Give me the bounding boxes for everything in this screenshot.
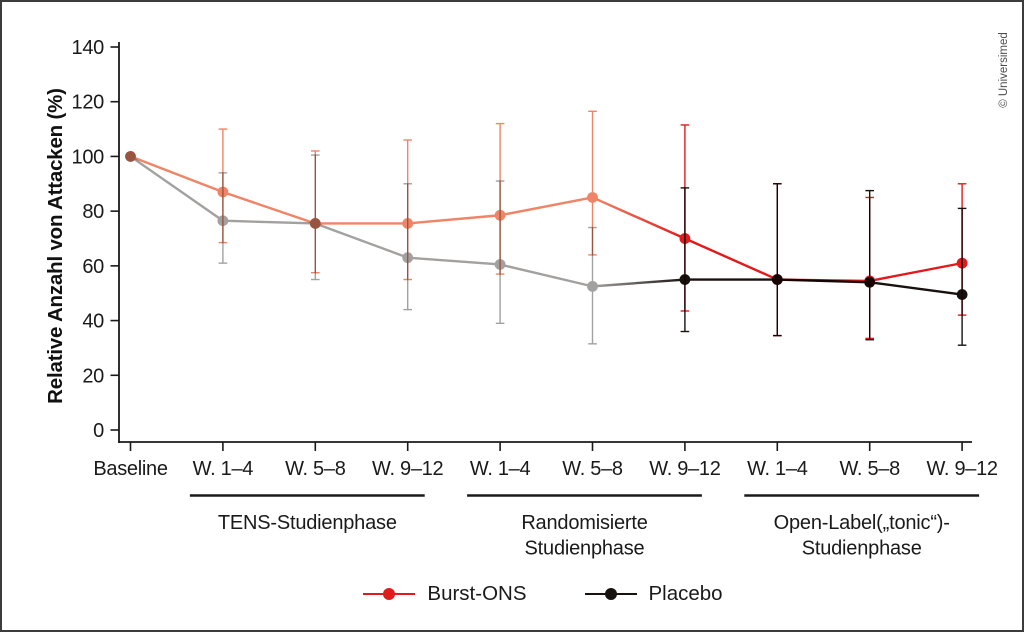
y-tick-label: 140 [72, 37, 105, 59]
phase-label: TENS-Studienphase [218, 512, 397, 534]
series-line-segment [498, 263, 594, 288]
phase-label: Open-Label(„tonic“)- [774, 512, 950, 534]
y-tick-label: 60 [82, 256, 104, 278]
legend-label: Burst-ONS [427, 582, 527, 605]
series-burst-ons [125, 110, 968, 340]
series-line-segment [129, 155, 225, 222]
y-tick-label: 120 [72, 92, 105, 114]
x-category-label: W. 1–4 [470, 458, 531, 480]
data-point [679, 233, 691, 244]
data-point [587, 192, 598, 203]
copyright-watermark: © Universimed [998, 32, 1010, 108]
data-point [309, 218, 321, 229]
series-line-segment [406, 256, 502, 266]
series-line-segment [406, 214, 502, 225]
data-point [587, 280, 598, 292]
data-point [402, 218, 414, 229]
series-line-segment [683, 237, 779, 281]
x-category-label: W. 5–8 [839, 458, 900, 480]
series-line-segment [221, 190, 317, 225]
data-point [771, 274, 783, 285]
x-category-label: W. 9–12 [372, 458, 443, 480]
series-line-segment [221, 219, 317, 225]
data-point [956, 257, 968, 269]
legend-line-burst-ons-icon [363, 588, 416, 600]
series-line-segment [868, 261, 964, 283]
data-point [217, 186, 229, 198]
data-point [864, 275, 876, 287]
phase-label: Randomisierte [521, 512, 647, 534]
y-tick-label: 0 [93, 420, 104, 442]
y-axis-title: Relative Anzahl von Attacken (%) [44, 88, 67, 404]
data-point [125, 151, 136, 162]
series-line-segment [591, 196, 687, 240]
series-line-segment [776, 278, 871, 283]
legend-item-placebo: Placebo [584, 582, 723, 606]
series-line-segment [591, 278, 687, 288]
legend-label: Placebo [648, 582, 723, 605]
series-line-segment [129, 155, 225, 194]
x-category-label: W. 9–12 [649, 458, 720, 480]
y-tick-label: 20 [82, 365, 104, 387]
series-line-segment [498, 196, 594, 217]
y-tick-label: 80 [82, 201, 104, 223]
x-category-label: W. 1–4 [747, 458, 808, 480]
phase-label: Studienphase [525, 538, 645, 560]
data-point [494, 209, 506, 221]
series-line-segment [314, 222, 409, 259]
x-category-label: W. 1–4 [193, 458, 254, 480]
x-category-label: W. 9–12 [926, 458, 997, 480]
y-tick-label: 100 [72, 146, 105, 168]
legend-line-placebo-icon [584, 588, 637, 600]
series-line-segment [868, 281, 964, 296]
x-category-label: W. 5–8 [562, 458, 623, 480]
y-tick-label: 40 [82, 311, 104, 333]
legend-item-burst-ons: Burst-ONS [363, 582, 527, 606]
series-placebo [125, 151, 968, 346]
legend: Burst-ONS Placebo [2, 582, 1022, 606]
x-category-label: Baseline [93, 458, 167, 480]
x-category-label: W. 5–8 [285, 458, 346, 480]
phase-label: Studienphase [802, 538, 922, 560]
